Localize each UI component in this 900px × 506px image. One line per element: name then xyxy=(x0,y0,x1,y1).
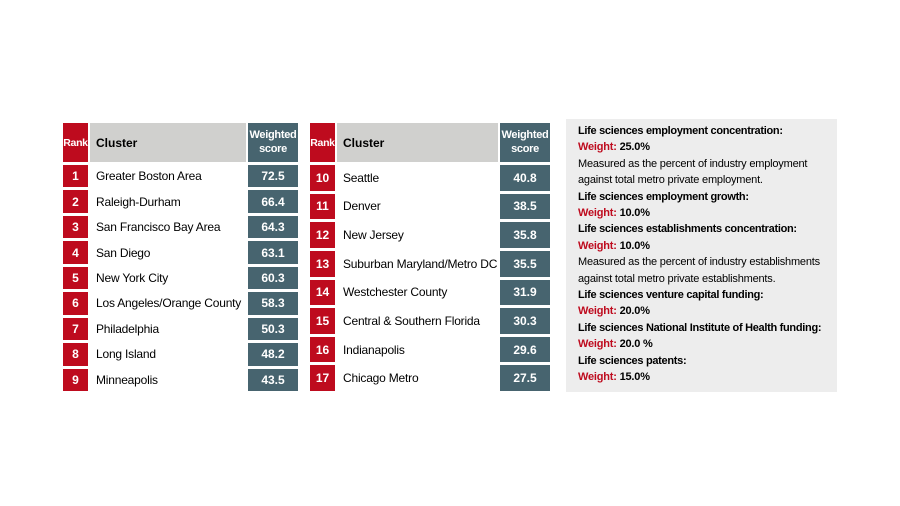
weight-value: 25.0% xyxy=(619,141,650,154)
rank-cell: 11 xyxy=(310,193,335,220)
score-cell: 27.5 xyxy=(500,365,550,391)
rank-cell: 9 xyxy=(63,368,88,391)
score-cell: 72.5 xyxy=(248,165,298,188)
cluster-cell: Los Angeles/Orange County xyxy=(90,292,246,315)
cluster-cell: San Francisco Bay Area xyxy=(90,215,246,239)
metric-title: Life sciences establishments concentrati… xyxy=(578,223,797,236)
cluster-cell: Long Island xyxy=(90,343,246,366)
weight-value: 10.0% xyxy=(619,239,650,252)
weight-label: Weight: xyxy=(578,239,617,252)
score-cell: 43.5 xyxy=(248,368,298,391)
cluster-cell: Seattle xyxy=(337,165,498,191)
metric-title: Life sciences employment concentration: xyxy=(578,125,783,137)
weighted-score-column-header: Weighted score xyxy=(500,123,550,162)
figure-content: Rank Cluster Weighted score 1 Greater Bo… xyxy=(63,119,837,392)
rank-cell: 6 xyxy=(63,292,88,315)
rank-column-header: Rank xyxy=(310,123,335,162)
rank-cell: 10 xyxy=(310,165,335,191)
cluster-cell: Greater Boston Area xyxy=(90,165,246,188)
metric-weight-line: Weight: 10.0% xyxy=(578,205,831,221)
score-cell: 66.4 xyxy=(248,190,298,213)
rank-cell: 12 xyxy=(310,222,335,248)
score-cell: 38.5 xyxy=(500,193,550,220)
weight-label: Weight: xyxy=(578,371,617,384)
score-cell: 58.3 xyxy=(248,292,298,315)
weight-label: Weight: xyxy=(578,305,617,318)
score-cell: 35.8 xyxy=(500,222,550,248)
rank-cell: 5 xyxy=(63,266,88,290)
cluster-cell: Suburban Maryland/Metro DC xyxy=(337,250,498,277)
score-cell: 60.3 xyxy=(248,266,298,290)
rank-column-header: Rank xyxy=(63,123,88,162)
score-cell: 35.5 xyxy=(500,250,550,277)
rank-cell: 4 xyxy=(63,241,88,264)
ranking-table-2: Rank Cluster Weighted score 10 Seattle 4… xyxy=(310,123,550,391)
rank-cell: 3 xyxy=(63,215,88,239)
rank-cell: 8 xyxy=(63,343,88,366)
metric-weight-line: Weight: 25.0% xyxy=(578,139,831,155)
weight-label: Weight: xyxy=(578,141,617,154)
metric-weight-line: Weight: 20.0 % xyxy=(578,336,831,352)
cluster-column-header: Cluster xyxy=(90,123,246,162)
score-cell: 29.6 xyxy=(500,336,550,363)
weight-value: 15.0% xyxy=(619,371,650,384)
metric-description: Measured as the percent of industry esta… xyxy=(578,256,820,285)
cluster-column-header: Cluster xyxy=(337,123,498,162)
cluster-cell: Central & Southern Florida xyxy=(337,308,498,334)
cluster-cell: Indianapolis xyxy=(337,336,498,363)
metric-title: Life sciences employment growth: xyxy=(578,190,749,203)
weight-value: 20.0% xyxy=(619,305,650,318)
metric-title: Life sciences National Institute of Heal… xyxy=(578,321,822,334)
metric-title: Life sciences patents: xyxy=(578,354,687,367)
weight-value: 10.0% xyxy=(619,207,650,220)
cluster-cell: San Diego xyxy=(90,241,246,264)
metric-description: Measured as the percent of industry empl… xyxy=(578,157,808,187)
rank-cell: 1 xyxy=(63,165,88,188)
score-cell: 40.8 xyxy=(500,165,550,191)
score-cell: 30.3 xyxy=(500,308,550,334)
cluster-cell: Philadelphia xyxy=(90,317,246,341)
score-cell: 31.9 xyxy=(500,279,550,306)
cluster-cell: Chicago Metro xyxy=(337,365,498,391)
weight-label: Weight: xyxy=(578,338,617,351)
cluster-cell: New York City xyxy=(90,266,246,290)
ranking-table-1: Rank Cluster Weighted score 1 Greater Bo… xyxy=(63,123,298,391)
rank-cell: 16 xyxy=(310,336,335,363)
cluster-cell: Minneapolis xyxy=(90,368,246,391)
cluster-cell: Raleigh-Durham xyxy=(90,190,246,213)
score-cell: 63.1 xyxy=(248,241,298,264)
metric-weight-line: Weight: 20.0% xyxy=(578,303,831,319)
rank-cell: 7 xyxy=(63,317,88,341)
metric-weight-line: Weight: 10.0% xyxy=(578,238,831,254)
cluster-cell: New Jersey xyxy=(337,222,498,248)
rank-cell: 13 xyxy=(310,250,335,277)
cluster-cell: Denver xyxy=(337,193,498,220)
cluster-cell: Westchester County xyxy=(337,279,498,306)
rank-cell: 2 xyxy=(63,190,88,213)
methodology-panel: Life sciences employment concentration: … xyxy=(566,119,837,392)
weight-value: 20.0 % xyxy=(619,338,653,351)
score-cell: 50.3 xyxy=(248,317,298,341)
metric-weight-line: Weight: 15.0% xyxy=(578,369,831,385)
score-cell: 48.2 xyxy=(248,343,298,366)
rank-cell: 15 xyxy=(310,308,335,334)
metric-title: Life sciences venture capital funding: xyxy=(578,289,764,302)
weight-label: Weight: xyxy=(578,207,617,220)
rank-cell: 14 xyxy=(310,279,335,306)
score-cell: 64.3 xyxy=(248,215,298,239)
weighted-score-column-header: Weighted score xyxy=(248,123,298,162)
rank-cell: 17 xyxy=(310,365,335,391)
